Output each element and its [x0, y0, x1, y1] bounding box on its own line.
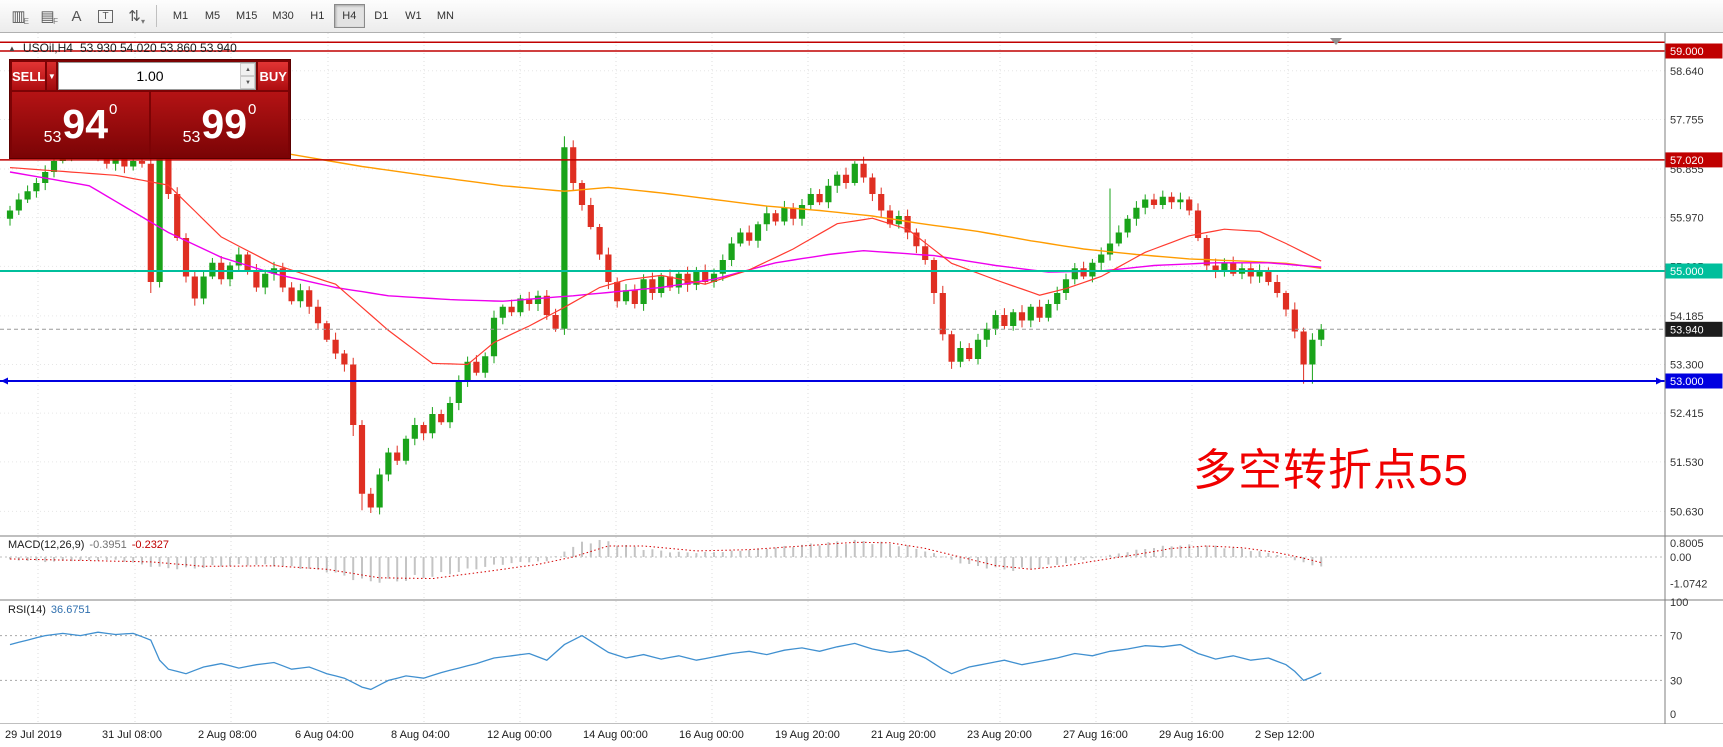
rsi-name: RSI(14): [8, 604, 46, 616]
timeframe-buttons: M1 M5 M15 M30 H1 H4 D1 W1 MN: [165, 4, 461, 28]
svg-text:55.000: 55.000: [1670, 266, 1704, 278]
svg-text:52.415: 52.415: [1670, 408, 1704, 420]
macd-name: MACD(12,26,9): [8, 539, 85, 551]
time-label: 14 Aug 00:00: [583, 729, 648, 741]
svg-text:0: 0: [1670, 709, 1676, 721]
buy-price-small: 53: [182, 129, 201, 146]
svg-text:0.8005: 0.8005: [1670, 538, 1704, 550]
svg-text:53.000: 53.000: [1670, 376, 1704, 388]
time-label: 6 Aug 04:00: [295, 729, 354, 741]
time-label: 31 Jul 08:00: [102, 729, 162, 741]
svg-text:100: 100: [1670, 597, 1688, 609]
buy-price-sup: 0: [248, 101, 257, 118]
trend-annotation: 多空转折点55: [1193, 446, 1469, 495]
svg-text:50.630: 50.630: [1670, 506, 1704, 518]
timeframe-h4[interactable]: H4: [333, 4, 365, 28]
chart-window-icon[interactable]: ▥ E: [5, 4, 32, 29]
svg-text:0.00: 0.00: [1670, 552, 1691, 564]
buy-button[interactable]: BUY: [258, 62, 288, 90]
time-label: 21 Aug 20:00: [871, 729, 936, 741]
volume-dropdown-icon[interactable]: ▼: [47, 62, 57, 90]
one-click-trade-panel: SELL ▼ ▲ ▼ BUY 53 94 0 53 99 0: [9, 59, 291, 159]
spin-down-icon[interactable]: ▼: [240, 76, 256, 89]
chart-canvas[interactable]: 58.64057.75556.85555.97055.08554.18553.3…: [0, 33, 1723, 747]
time-label: 2 Aug 08:00: [198, 729, 257, 741]
ohlc-values: 53.930 54.020 53.860 53.940: [79, 41, 237, 55]
level-lines: [0, 41, 1665, 385]
buy-price-big: 99: [201, 100, 248, 147]
svg-text:30: 30: [1670, 675, 1682, 687]
toolbar-icons: ▥ E ▤ F A T ⇅ ▾: [5, 4, 148, 29]
timeframe-m1[interactable]: M1: [165, 4, 196, 28]
time-label: 16 Aug 00:00: [679, 729, 744, 741]
time-label: 12 Aug 00:00: [487, 729, 552, 741]
sell-button[interactable]: SELL: [12, 62, 46, 90]
timeframe-d1[interactable]: D1: [366, 4, 397, 28]
template-icon[interactable]: T: [92, 4, 119, 29]
price-axis[interactable]: 58.64057.75556.85555.97055.08554.18553.3…: [1665, 43, 1723, 722]
svg-text:53.300: 53.300: [1670, 360, 1704, 372]
text-tool-icon[interactable]: A: [63, 4, 90, 29]
rsi-panel: [0, 631, 1665, 691]
macd-value-signal: -0.2327: [131, 539, 170, 551]
time-label: 2 Sep 12:00: [1255, 729, 1315, 741]
time-label: 8 Aug 04:00: [391, 729, 450, 741]
time-label: 29 Jul 2019: [5, 729, 62, 741]
timeframe-m5[interactable]: M5: [197, 4, 228, 28]
sell-price-big: 94: [62, 100, 109, 147]
data-window-icon[interactable]: ▤ F: [34, 4, 61, 29]
svg-text:53.940: 53.940: [1670, 324, 1704, 336]
svg-text:-1.0742: -1.0742: [1670, 578, 1707, 590]
toolbar-separator: [156, 5, 157, 27]
macd-indicator-label: MACD(12,26,9) -0.3951 -0.2327: [8, 539, 169, 551]
timeframe-mn[interactable]: MN: [430, 4, 461, 28]
collapse-icon[interactable]: ▲: [8, 43, 16, 53]
svg-text:57.755: 57.755: [1670, 114, 1704, 126]
spin-up-icon[interactable]: ▲: [240, 63, 256, 76]
timeframe-m30[interactable]: M30: [265, 4, 300, 28]
time-label: 27 Aug 16:00: [1063, 729, 1128, 741]
volume-spinner: ▲ ▼: [240, 63, 256, 89]
rsi-indicator-label: RSI(14) 36.6751: [8, 604, 91, 616]
rsi-value: 36.6751: [50, 604, 91, 616]
macd-signal-line: [9, 541, 1322, 580]
svg-text:55.970: 55.970: [1670, 213, 1704, 225]
svg-text:58.640: 58.640: [1670, 66, 1704, 78]
volume-field: ▲ ▼: [58, 62, 257, 90]
symbol-info: ▲ USOil,H4 53.930 54.020 53.860 53.940: [8, 41, 237, 55]
scroll-marker-icon: [1330, 38, 1342, 45]
volume-input[interactable]: [59, 63, 241, 89]
svg-text:54.185: 54.185: [1670, 311, 1704, 323]
rsi-line: [9, 631, 1322, 691]
time-label: 19 Aug 20:00: [775, 729, 840, 741]
timeframe-h1[interactable]: H1: [302, 4, 333, 28]
timeframe-m15[interactable]: M15: [229, 4, 264, 28]
buy-price-display[interactable]: 53 99 0: [151, 92, 288, 156]
timeframe-w1[interactable]: W1: [398, 4, 429, 28]
macd-panel: [0, 539, 1665, 583]
time-label: 23 Aug 20:00: [967, 729, 1032, 741]
time-axis[interactable]: 29 Jul 2019 31 Jul 08:00 2 Aug 08:00 6 Aug …: [0, 724, 1723, 747]
sell-price-small: 53: [43, 129, 62, 146]
svg-text:57.020: 57.020: [1670, 155, 1704, 167]
sell-price-display[interactable]: 53 94 0: [12, 92, 149, 156]
candles: [6, 130, 1325, 515]
symbol-title: USOil,H4: [22, 41, 73, 55]
cycle-lines-icon[interactable]: ⇅ ▾: [121, 4, 148, 29]
sell-price-sup: 0: [109, 101, 118, 118]
grid: [0, 33, 1665, 724]
top-toolbar: ▥ E ▤ F A T ⇅ ▾ M1 M5 M15 M30 H1 H4 D1 W1 MN: [0, 0, 1723, 33]
ma-red-line: [9, 167, 1322, 366]
time-label: 29 Aug 16:00: [1159, 729, 1224, 741]
svg-text:59.000: 59.000: [1670, 46, 1704, 58]
macd-value-main: -0.3951: [89, 539, 127, 551]
svg-text:51.530: 51.530: [1670, 457, 1704, 469]
svg-text:70: 70: [1670, 631, 1682, 643]
